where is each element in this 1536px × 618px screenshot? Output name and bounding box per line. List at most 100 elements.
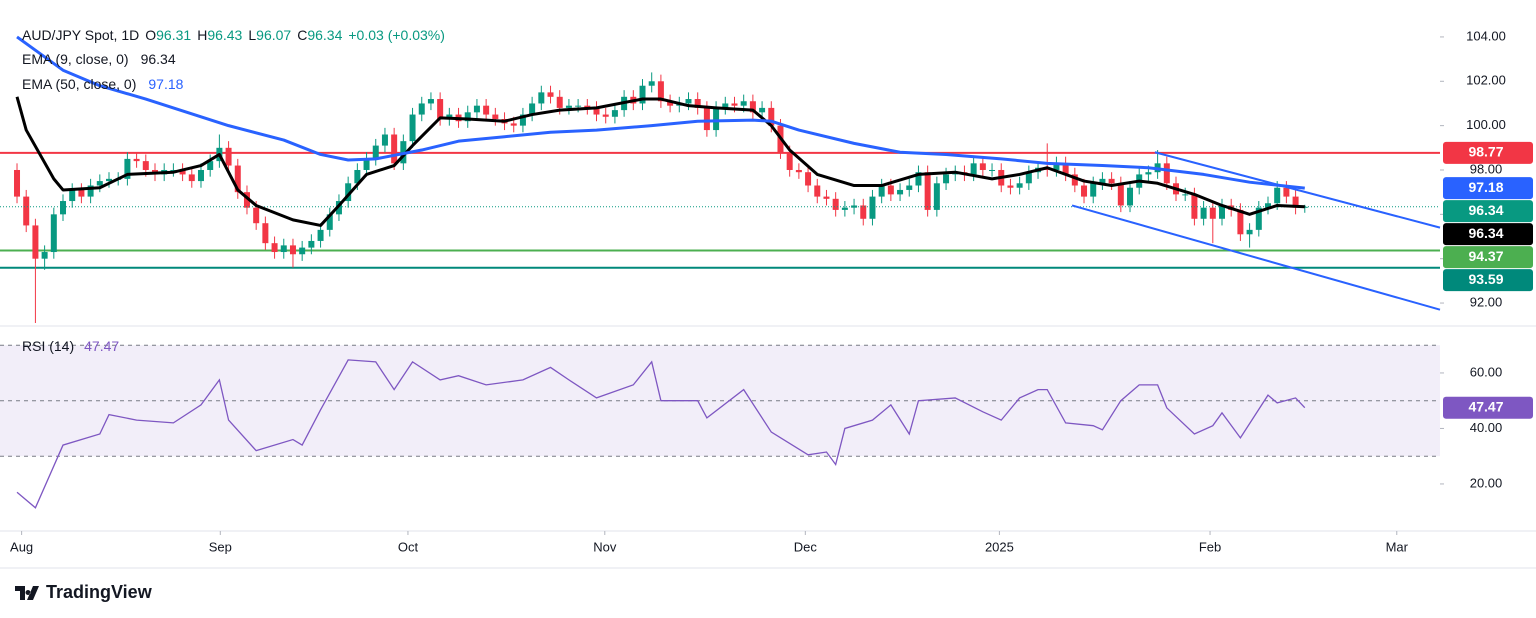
candle-body xyxy=(142,161,149,170)
candle-body xyxy=(96,181,103,186)
candle-body xyxy=(759,107,766,113)
candle-body xyxy=(345,183,352,202)
candle-body xyxy=(749,101,756,113)
candle-body xyxy=(1016,183,1023,188)
candle-body xyxy=(207,161,214,170)
candle-body xyxy=(60,201,67,215)
candle-body xyxy=(1209,207,1216,219)
ema9-legend: EMA (9, close, 0) 96.34 xyxy=(22,51,176,67)
candle-body xyxy=(1108,178,1115,184)
ohlc-value: 96.07 xyxy=(256,27,292,43)
candle-body xyxy=(1090,183,1097,197)
candle-body xyxy=(1117,183,1124,206)
candle-body xyxy=(78,189,85,197)
candle-body xyxy=(970,163,977,175)
candle-body xyxy=(1062,163,1069,175)
candle-body xyxy=(1145,172,1152,175)
candle-body xyxy=(565,105,572,108)
candle-body xyxy=(851,205,858,208)
candle-body xyxy=(280,245,287,253)
ohlc-value: 96.34 xyxy=(307,27,343,43)
candle-body xyxy=(1007,185,1014,188)
candle-body xyxy=(611,110,618,117)
candle-body xyxy=(289,245,296,255)
candle-body xyxy=(106,178,113,182)
candle-body xyxy=(989,169,996,171)
legend-label: RSI (14) xyxy=(22,338,75,354)
ema50-legend: EMA (50, close, 0) 97.18 xyxy=(22,76,183,92)
candle-body xyxy=(308,240,315,248)
candle-body xyxy=(179,169,186,175)
candle-body xyxy=(1099,178,1106,184)
candle-body xyxy=(243,192,250,208)
candle-body xyxy=(795,169,802,173)
price-badge xyxy=(1443,177,1533,200)
candle-body xyxy=(473,105,480,113)
price-badge xyxy=(1443,141,1533,164)
candle-body xyxy=(391,134,398,164)
ohlc-open: O96.31 xyxy=(145,27,191,43)
value-badge-label: 47.47 xyxy=(1468,398,1503,414)
price-badge-label: 96.34 xyxy=(1468,225,1503,241)
candle-body xyxy=(1081,185,1088,197)
candle-body xyxy=(538,92,545,104)
x-tick-label: 2025 xyxy=(985,539,1014,554)
x-tick-label: Aug xyxy=(10,539,33,554)
candle-body xyxy=(234,165,241,193)
symbol-title: AUD/JPY Spot, 1D xyxy=(22,27,140,43)
y-tick-label: 60.00 xyxy=(1470,364,1503,379)
candle-body xyxy=(869,196,876,219)
candle-body xyxy=(1127,187,1134,206)
candle-body xyxy=(1182,194,1189,196)
tradingview-logo: TradingView xyxy=(15,582,153,602)
legend-label: EMA (50, close, 0) xyxy=(22,76,137,92)
x-tick-label: Feb xyxy=(1199,539,1221,554)
y-tick-label: 92.00 xyxy=(1470,294,1503,309)
candle-body xyxy=(1163,163,1170,184)
candle-body xyxy=(32,225,39,259)
ohlc-value: 96.43 xyxy=(207,27,243,43)
ema-line xyxy=(15,96,1305,227)
y-tick-label: 100.00 xyxy=(1466,117,1506,132)
ohlc-close: C96.34 xyxy=(297,27,342,43)
candle-body xyxy=(492,114,499,119)
candle-body xyxy=(1218,205,1225,219)
candle-body xyxy=(832,198,839,210)
x-tick-label: Sep xyxy=(209,539,232,554)
candle-body xyxy=(906,185,913,190)
candle-body xyxy=(722,103,729,108)
ohlc-label: C xyxy=(297,27,308,43)
candle-body xyxy=(299,247,306,255)
price-badge-label: 93.59 xyxy=(1468,271,1503,287)
candle-body xyxy=(271,243,278,253)
candle-body xyxy=(14,169,21,197)
candle-body xyxy=(667,101,674,106)
candle-body xyxy=(41,252,48,259)
change: +0.03 (+0.03%) xyxy=(348,27,445,43)
candle-body xyxy=(262,223,269,244)
legend-value: 47.47 xyxy=(84,338,120,354)
candle-body xyxy=(703,107,710,131)
candle-body xyxy=(483,105,490,115)
candle-body xyxy=(841,207,848,210)
candle-body xyxy=(979,163,986,170)
legend-value: 96.34 xyxy=(140,51,176,67)
candle-body xyxy=(363,158,370,170)
price-badge-label: 94.37 xyxy=(1468,248,1503,264)
ohlc-label: O xyxy=(145,27,157,43)
x-tick-label: Dec xyxy=(794,539,818,554)
candle-body xyxy=(657,81,664,102)
candle-body xyxy=(823,196,830,199)
y-tick-label: 102.00 xyxy=(1466,73,1506,88)
candle-body xyxy=(133,158,140,162)
candle-body xyxy=(225,147,232,166)
candle-body xyxy=(814,185,821,197)
y-tick-label: 40.00 xyxy=(1470,420,1503,435)
candle-body xyxy=(1274,187,1281,204)
candle-body xyxy=(124,158,131,179)
candle-body xyxy=(584,105,591,108)
rsi-line xyxy=(16,359,1306,509)
candle-body xyxy=(943,174,950,184)
